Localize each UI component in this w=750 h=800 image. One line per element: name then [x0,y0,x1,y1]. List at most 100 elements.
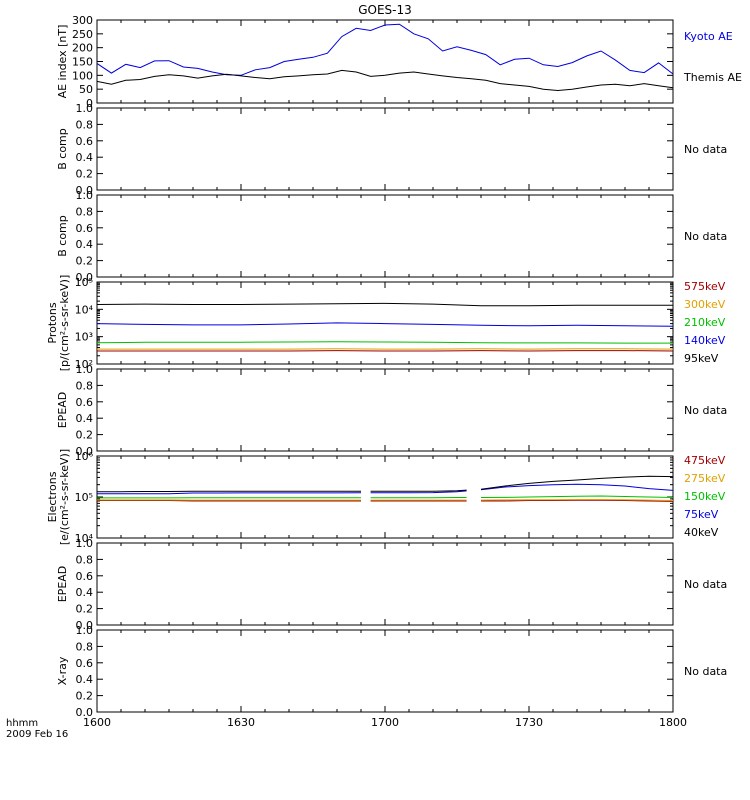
legend-label: 475keV [684,454,726,467]
legend-label: 40keV [684,526,719,539]
panel-b-comp-2: 0.0 0.2 0.4 0.6 0.8 1.0 B comp No data [56,189,727,284]
y-tick-label: 1.0 [76,624,94,637]
y-tick-label: 0.2 [76,603,94,616]
time-tick-label: 1600 [83,716,111,729]
y-tick-label: 0.6 [76,396,94,409]
y-tick-label: 10⁵ [75,276,93,289]
series-140kev [96,322,674,327]
legend-label: 140keV [684,334,726,347]
y-axis-label: AE index [nT] [56,25,69,99]
y-tick-label: 0.4 [76,586,94,599]
y-tick-label: 300 [72,14,93,27]
panel-electrons: 10⁴ 10⁵ 10⁶ Electrons [e/(cm²-s-sr-keV)] 475k… [46,449,726,545]
y-tick-label: 150 [72,56,93,69]
y-tick-label: 0.0 [76,184,94,197]
series-475kev [97,499,674,502]
series-themis-ae [96,69,674,92]
y-tick-label: 50 [79,83,93,96]
series-kyoto-ae [96,23,674,76]
series-line [97,500,361,502]
series-75kev [97,483,674,495]
y-tick-label: 0.8 [76,640,94,653]
series-line [96,302,673,307]
date-label: 2009 Feb 16 [6,729,68,740]
y-tick-label: 0.0 [76,271,94,284]
y-tick-label: 0.8 [76,118,94,131]
panel-epead-1: 0.0 0.2 0.4 0.6 0.8 1.0 EPEAD No data [56,363,727,458]
y-tick-label: 1.0 [76,102,94,115]
series-40kev [97,475,674,493]
series-95kev [96,302,673,307]
legend-label: 300keV [684,298,726,311]
y-tick-label: 0.2 [76,429,94,442]
y-tick-label: 0.6 [76,135,94,148]
no-data-label: No data [684,578,727,591]
panel-x-ray: 0.0 0.2 0.4 0.6 0.8 1.0 X-ray No data [56,624,727,719]
y-tick-label: 0.8 [76,553,94,566]
time-tick-label: 1700 [371,716,399,729]
y-tick-label: 0.0 [76,445,94,458]
y-axis-label: X-ray [56,656,69,685]
y-axis-label: Electrons [46,471,59,522]
series-line [96,69,674,92]
y-tick-label: 10² [75,358,93,371]
y-tick-label: 0.2 [76,690,94,703]
y-tick-label: 10³ [75,331,93,344]
no-data-label: No data [684,665,727,678]
legend-label: Themis AE [683,71,742,84]
y-tick-label: 1.0 [76,189,94,202]
y-tick-label: 10⁴ [75,303,94,316]
series-275kev [97,499,674,501]
y-tick-label: 0.8 [76,379,94,392]
legend-label: Kyoto AE [684,30,733,43]
legend-label: 95keV [684,352,719,365]
no-data-label: No data [684,230,727,243]
y-tick-label: 0.6 [76,570,94,583]
y-axis-label: EPEAD [56,392,69,429]
y-tick-label: 10⁵ [75,491,93,504]
series-line [481,499,674,502]
time-axis-label: hhmm [6,718,38,729]
y-axis-unit-label: [e/(cm²-s-sr-keV)] [58,449,71,545]
y-tick-label: 0.6 [76,222,94,235]
panel-epead-2: 0.0 0.2 0.4 0.6 0.8 1.0 EPEAD No data [56,537,727,632]
legend-label: 75keV [684,508,719,521]
series-line [370,489,467,492]
series-line [480,495,674,498]
y-tick-label: 0.4 [76,673,94,686]
series-line [96,341,673,344]
series-line [480,475,674,490]
y-axis-unit-label: [p/(cm²-s-sr-keV)] [58,275,71,372]
legend-label: 575keV [684,280,726,293]
y-tick-label: 0.4 [76,151,94,164]
y-tick-label: 0.0 [76,619,94,632]
y-tick-label: 0.2 [76,168,94,181]
no-data-label: No data [684,404,727,417]
series-line [97,492,362,495]
y-axis-label: Protons [46,302,59,343]
legend-label: 150keV [684,490,726,503]
series-line [370,490,467,494]
y-axis-label: B comp [56,215,69,257]
legend-label: 210keV [684,316,726,329]
y-axis-label: B comp [56,128,69,170]
y-tick-label: 100 [72,69,93,82]
series-line [96,322,674,327]
y-tick-label: 0 [86,97,93,110]
figure-title: GOES-13 [358,3,412,17]
time-tick-label: 1730 [515,716,543,729]
y-tick-label: 0.6 [76,657,94,670]
no-data-label: No data [684,143,727,156]
y-tick-label: 0.0 [76,706,94,719]
panel-protons: 10² 10³ 10⁴ 10⁵ Protons [p/(cm²-s-sr-keV)] 575… [46,275,726,372]
y-tick-label: 0.2 [76,255,94,268]
y-tick-label: 250 [72,28,93,41]
y-tick-label: 1.0 [76,537,94,550]
y-tick-label: 0.8 [76,205,94,218]
legend-label: 275keV [684,472,726,485]
series-line [480,499,674,501]
